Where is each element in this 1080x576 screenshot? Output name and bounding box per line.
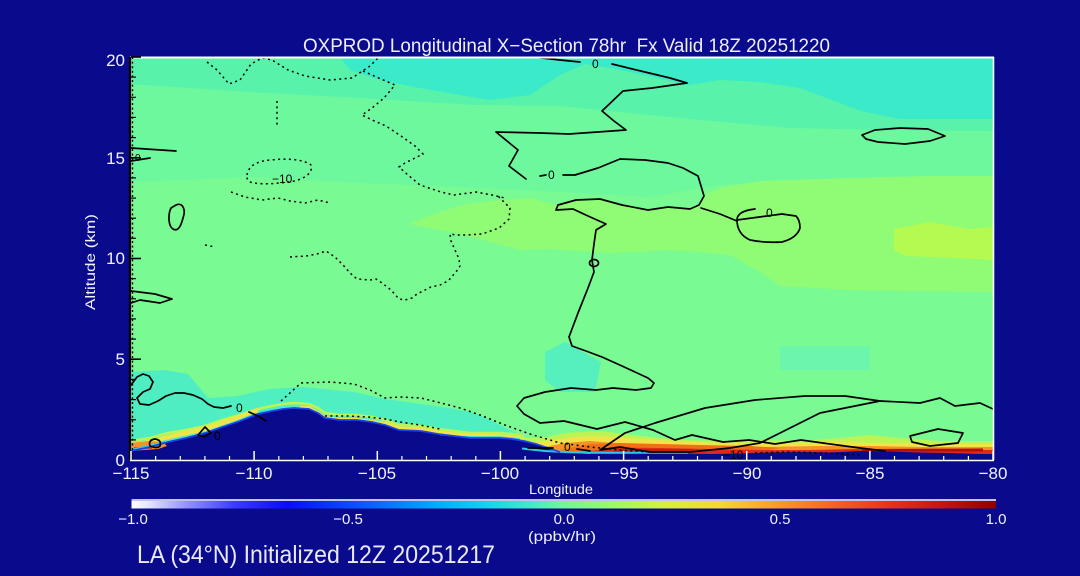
- svg-text:−1.0: −1.0: [118, 511, 148, 528]
- svg-text:0: 0: [236, 401, 243, 415]
- svg-text:−115: −115: [112, 464, 149, 483]
- svg-text:−0.5: −0.5: [333, 511, 363, 528]
- svg-text:0: 0: [564, 440, 571, 454]
- svg-text:Altitude (km): Altitude (km): [83, 214, 98, 310]
- svg-text:−90: −90: [733, 464, 762, 483]
- svg-text:Longitude: Longitude: [529, 482, 593, 497]
- svg-text:−105: −105: [358, 464, 396, 483]
- svg-text:0: 0: [592, 57, 599, 71]
- svg-text:1.0: 1.0: [986, 511, 1007, 528]
- svg-text:0: 0: [214, 429, 221, 443]
- svg-text:−80: −80: [979, 464, 1008, 483]
- svg-text:10: 10: [106, 249, 125, 268]
- svg-text:0: 0: [766, 206, 773, 220]
- svg-text:OXPROD Longitudinal X−Section: OXPROD Longitudinal X−Section 78hr Fx Va…: [303, 36, 830, 57]
- svg-text:(ppbv/hr): (ppbv/hr): [528, 529, 596, 544]
- svg-text:0: 0: [548, 168, 555, 182]
- svg-text:0.0: 0.0: [554, 511, 575, 528]
- svg-text:−100: −100: [481, 464, 519, 483]
- svg-text:−110: −110: [235, 464, 272, 483]
- svg-text:15: 15: [106, 149, 125, 168]
- svg-text:LA (34°N) Initialized 12Z 2025: LA (34°N) Initialized 12Z 20251217: [137, 541, 495, 569]
- svg-text:0.5: 0.5: [770, 511, 791, 528]
- svg-text:−10: −10: [272, 172, 293, 186]
- svg-text:−85: −85: [856, 464, 885, 483]
- svg-text:5: 5: [116, 350, 125, 369]
- svg-text:−10: −10: [723, 448, 744, 462]
- svg-text:20: 20: [106, 51, 125, 70]
- svg-text:0: 0: [116, 451, 125, 470]
- svg-text:−95: −95: [610, 464, 639, 483]
